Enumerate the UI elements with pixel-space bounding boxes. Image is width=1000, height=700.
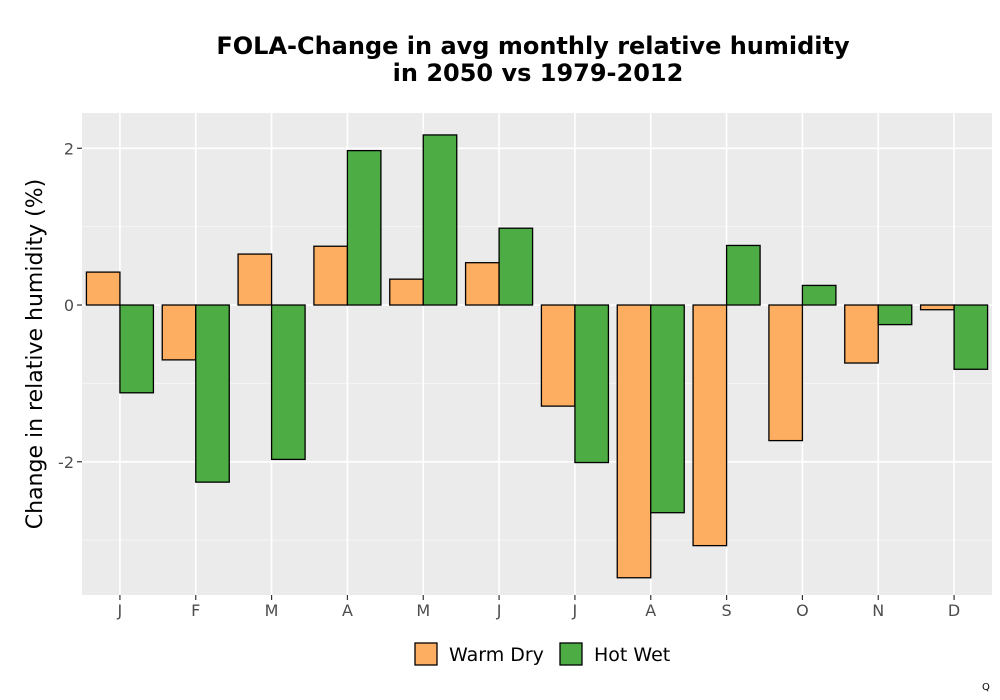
bar-hot-wet (953, 304, 989, 370)
x-tick-label: M (416, 601, 430, 620)
y-tick-label: 0 (64, 296, 74, 315)
plot-area: -2 0 2 J F M A M J J A S O N D (58, 113, 992, 620)
bar-hot-wet (422, 134, 458, 306)
chart-title-line-1: FOLA-Change in avg monthly relative humi… (216, 32, 850, 60)
bar-hot-wet (498, 227, 534, 306)
bar-warm-dry (85, 271, 121, 306)
x-tick-label: M (265, 601, 279, 620)
corner-mark: Q (982, 682, 990, 693)
bar-warm-dry (389, 278, 424, 306)
legend-label: Warm Dry (449, 644, 544, 666)
bar-hot-wet (877, 304, 913, 326)
x-tick-label: F (191, 601, 200, 620)
bar-hot-wet (270, 304, 306, 461)
x-tick-label: J (496, 601, 502, 620)
bar-hot-wet (574, 304, 610, 464)
bar-warm-dry (313, 245, 349, 306)
bar-warm-dry (616, 304, 652, 579)
bar-warm-dry (844, 304, 879, 364)
bar-warm-dry (540, 304, 576, 407)
x-tick-label: J (572, 601, 578, 620)
chart-title-line-2: in 2050 vs 1979-2012 (393, 59, 684, 87)
y-axis-label: Change in relative humidity (%) (23, 179, 48, 529)
x-tick-label: J (117, 601, 123, 620)
legend: Warm Dry Hot Wet (414, 642, 670, 666)
bar-warm-dry (919, 304, 955, 311)
bar-warm-dry (768, 304, 804, 442)
legend-label: Hot Wet (594, 644, 670, 666)
bar-warm-dry (464, 262, 500, 306)
y-tick-label: -2 (58, 453, 74, 472)
x-tick-label: D (948, 601, 960, 620)
bar-warm-dry (692, 304, 728, 547)
bar-hot-wet (119, 304, 155, 394)
bar-hot-wet (725, 244, 761, 306)
bar-hot-wet (650, 304, 685, 514)
bar-hot-wet (346, 149, 382, 306)
bar-warm-dry (237, 253, 273, 306)
y-tick-label: 2 (64, 139, 74, 158)
legend-key (559, 642, 583, 666)
bar-warm-dry (161, 304, 197, 361)
x-tick-label: S (722, 601, 732, 620)
x-tick-label: O (796, 601, 809, 620)
legend-key (414, 642, 438, 666)
x-tick-label: A (645, 601, 656, 620)
bar-hot-wet (195, 304, 230, 483)
plot-background (82, 113, 992, 595)
bar-hot-wet (801, 284, 837, 306)
x-tick-label: A (342, 601, 353, 620)
x-tick-label: N (872, 601, 884, 620)
